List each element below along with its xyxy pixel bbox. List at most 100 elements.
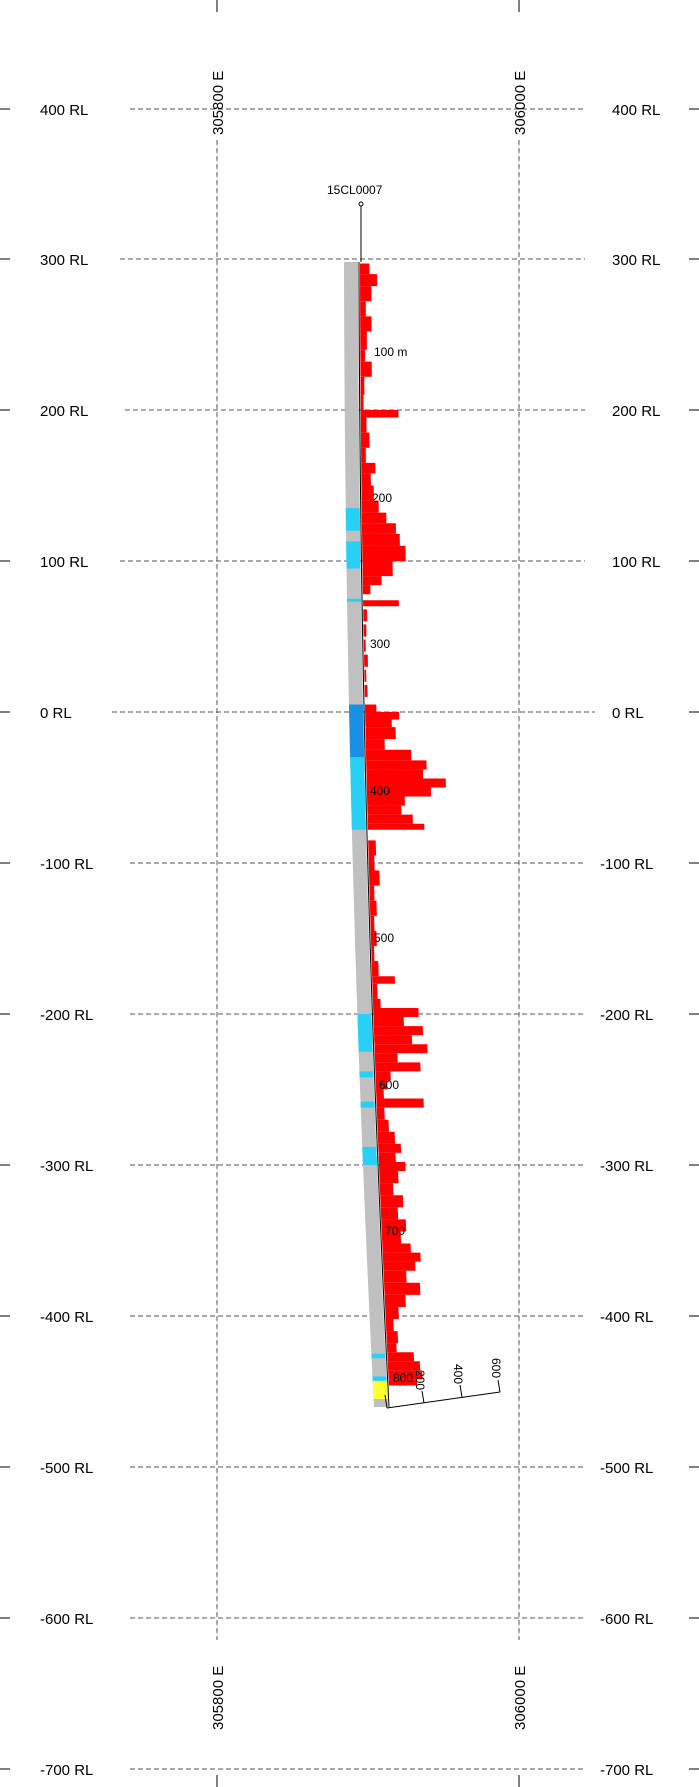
histogram-bar [360,316,372,332]
rl-label-right: 400 RL [612,102,660,119]
hole-interval [346,541,361,569]
histogram-bar [361,462,376,474]
depth-label: 600 [379,1078,399,1092]
histogram-bar [366,787,432,797]
hole-interval [360,1101,375,1108]
hole-interval [359,1071,374,1078]
histogram-bar [361,485,374,501]
histogram-bar [360,417,367,433]
histogram-bar [383,1261,416,1271]
rl-label-right: 300 RL [612,252,660,269]
easting-gridlines [216,140,520,1640]
histogram-bar [360,410,399,418]
histogram-bar [367,805,402,815]
histogram-bar [362,545,406,561]
histogram-bar [362,585,371,595]
histogram-bar [360,331,367,350]
histogram-bar [385,1319,394,1332]
easting-label-top: 305800 E [210,71,227,135]
histogram-bar [373,1026,424,1036]
rl-label-left: 100 RL [40,554,88,571]
histogram-bar [360,286,372,302]
easting-labels: 305800 E 306000 E 305800 E 306000 E [210,71,529,1730]
histogram-bar [366,760,427,770]
histogram-bar [364,684,368,697]
histogram-bar [383,1270,407,1283]
histogram-bar [360,349,366,362]
rl-label-right: -400 RL [600,1309,653,1326]
histogram-bar [375,1080,388,1090]
scale-start-tick [384,1394,388,1409]
histogram-bar [382,1252,421,1262]
rl-label-right: -300 RL [600,1158,653,1175]
scale-tick [421,1390,425,1404]
scale-label: 600 [489,1358,503,1378]
histogram-bar [384,1282,421,1295]
histogram-bar [362,576,382,586]
histogram-bar [360,361,372,377]
rl-label-right: 0 RL [612,705,644,722]
rl-labels-left: 400 RL 300 RL 200 RL 100 RL 0 RL -100 RL… [40,102,93,1779]
depth-label: 200 [372,491,392,505]
histogram-bar [363,600,399,607]
histogram-bar [371,961,379,977]
histogram-bar [360,376,365,395]
rl-label-right: -100 RL [600,856,653,873]
scale-label: 400 [451,1364,465,1384]
histogram-bar [380,1195,404,1208]
histogram-scale-bar [384,1379,501,1409]
rl-label-right: -500 RL [600,1460,653,1477]
hole-interval [348,704,365,758]
hole-path-line [358,261,390,1408]
hole-collar: 15CL0007 [327,183,383,262]
hole-interval [372,1376,387,1383]
histogram-bar [372,983,378,999]
histogram-bar [365,749,412,761]
depth-label: 100 m [374,345,407,359]
histogram-bar [386,1331,399,1344]
rl-label-right: -700 RL [600,1762,653,1779]
histogram-bar [361,512,387,524]
histogram-bar [382,1243,411,1253]
histogram-bar [368,840,377,856]
rl-label-left: -300 RL [40,1158,93,1175]
rl-label-left: -100 RL [40,856,93,873]
histogram-bar [388,1370,423,1380]
histogram-bar [369,900,377,916]
histogram-bar [365,719,392,728]
histogram-bar [378,1152,396,1162]
histogram-bar [376,1089,384,1099]
histogram-bar [370,930,377,947]
hole-interval [347,598,362,602]
rl-label-left: 300 RL [40,252,88,269]
histogram-bar [381,1219,407,1232]
histogram-bar [364,704,377,712]
histogram-bar [365,727,396,740]
rl-label-right: -200 RL [600,1007,653,1024]
hole-interval [350,757,366,830]
histogram-bar [367,796,405,806]
histogram-bar [360,394,364,410]
histogram-bar [369,885,375,901]
scale-label: 200 [413,1370,427,1390]
histogram-bar [378,1161,406,1172]
histogram-bar [361,447,366,463]
histogram-bar [360,301,366,317]
assay-histogram [360,263,446,1386]
histogram-bar [363,624,367,637]
hole-centerline [358,261,390,1408]
easting-label-top: 306000 E [512,71,529,135]
histogram-bar [366,769,424,779]
histogram-bar [375,1062,421,1072]
hole-interval [371,1353,386,1359]
histogram-scale-labels: 200 400 600 [413,1358,503,1390]
depth-label: 800 [393,1371,413,1385]
histogram-bar [361,523,396,534]
histogram-bar [363,609,368,622]
depth-label: 700 [385,1224,405,1238]
histogram-bar [365,712,400,720]
histogram-bar [361,500,379,513]
histogram-bar [379,1171,399,1184]
histogram-bar [388,1379,418,1386]
